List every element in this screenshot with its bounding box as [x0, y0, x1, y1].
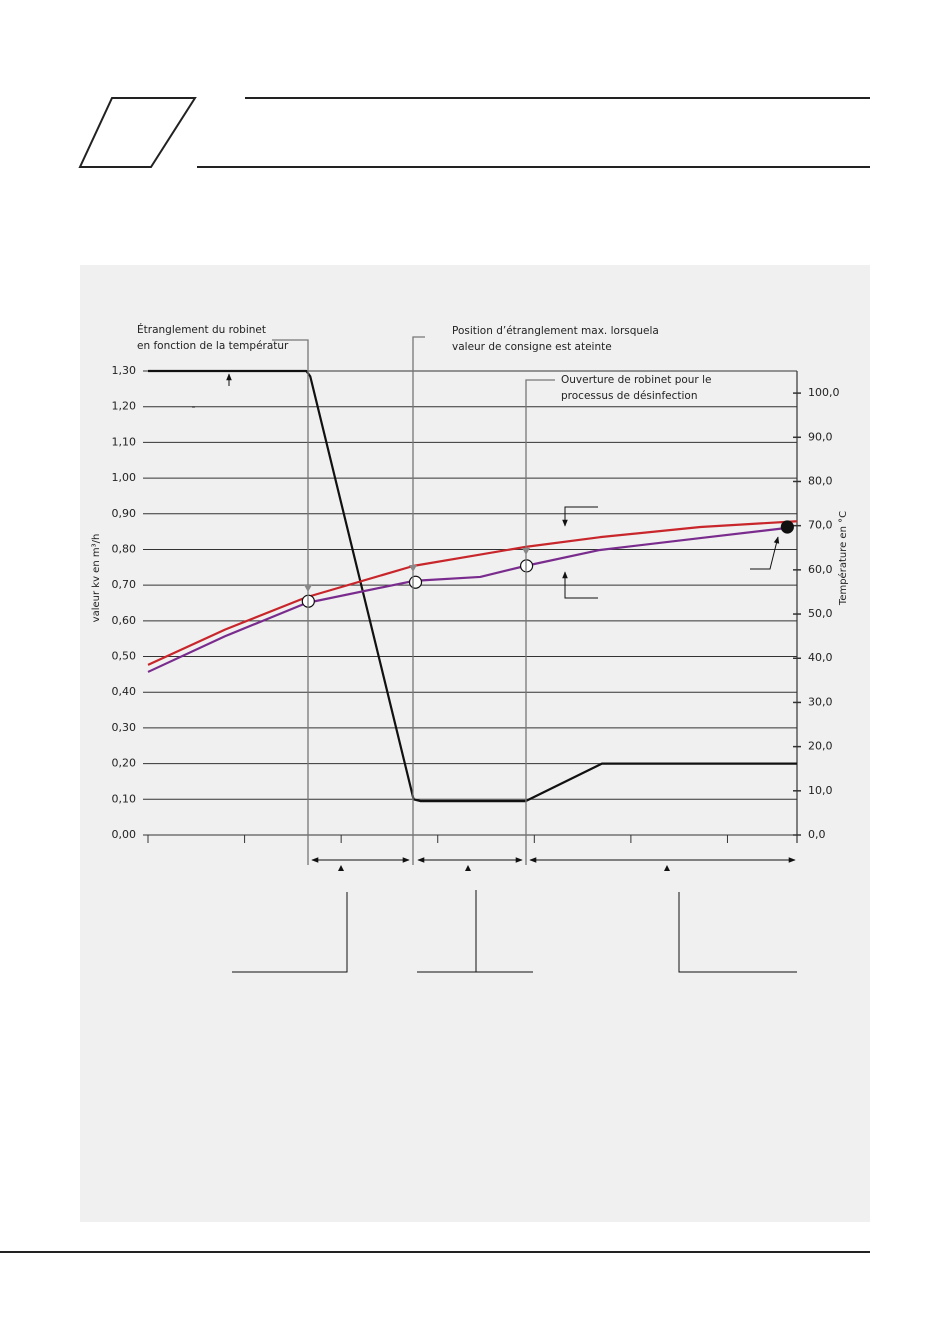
y2-tick-label: 90,0	[808, 430, 833, 443]
y-tick-label: 1,00	[112, 471, 137, 484]
y2-tick-label: 10,0	[808, 784, 833, 797]
y2-tick-label: 80,0	[808, 474, 833, 487]
header-icon	[78, 97, 197, 168]
leader-arrowheads	[304, 548, 530, 592]
y-tick-label: 0,50	[112, 650, 137, 663]
y-axis-title: valeur kv en m³/h	[91, 534, 102, 623]
series-line	[147, 526, 788, 673]
y-tick-label: 1,20	[112, 400, 137, 413]
annotation: processus de désinfection	[561, 390, 698, 402]
figure-panel	[80, 265, 870, 1222]
marker	[408, 575, 423, 589]
annotation: Ouverture de robinet pour le	[561, 374, 711, 386]
annotation: valeur de consigne est ateinte	[452, 341, 612, 353]
annotation-leaders	[272, 336, 555, 865]
y-tick-label: 0,10	[112, 792, 137, 805]
annotation: Position d’étranglement max. lorsquela	[452, 325, 659, 337]
y-tick-label: 0,60	[112, 614, 137, 627]
annotation: Étranglement du robinet	[137, 323, 266, 336]
y2-tick-label: 0,0	[808, 828, 826, 841]
y-tick-label: 0,40	[112, 685, 137, 698]
y-tick-label: 0,70	[112, 578, 137, 591]
y2-tick-label: 100,0	[808, 386, 840, 399]
annotation: en fonction de la températur	[137, 340, 289, 352]
y-tick-label: 0,90	[112, 507, 137, 520]
y-tick-label: 0,30	[112, 721, 137, 734]
y2-tick-label: 30,0	[808, 695, 833, 708]
y2-tick-label: 50,0	[808, 607, 833, 620]
y2-tick-label: 70,0	[808, 519, 833, 532]
series-line	[147, 520, 798, 666]
y2-tick-label: 60,0	[808, 563, 833, 576]
y-tick-label: 0,00	[112, 828, 137, 841]
y-tick-label: 0,20	[112, 757, 137, 770]
series-line	[148, 369, 797, 803]
segment-markers	[338, 865, 670, 871]
chart: 0,00 0,10 0,20 0,30 0,40 0,50 0,60 0,70 0,80 0,90…	[91, 364, 849, 843]
y-tick-label: 1,30	[112, 364, 137, 377]
callouts	[192, 373, 797, 973]
y-tick-label: 0,80	[112, 542, 137, 555]
y2-tick-label: 40,0	[808, 651, 833, 664]
y2-axis-title: Température en °C	[837, 511, 849, 606]
y2-tick-label: 20,0	[808, 740, 833, 753]
marker	[780, 520, 794, 534]
y-tick-label: 1,10	[112, 435, 137, 448]
